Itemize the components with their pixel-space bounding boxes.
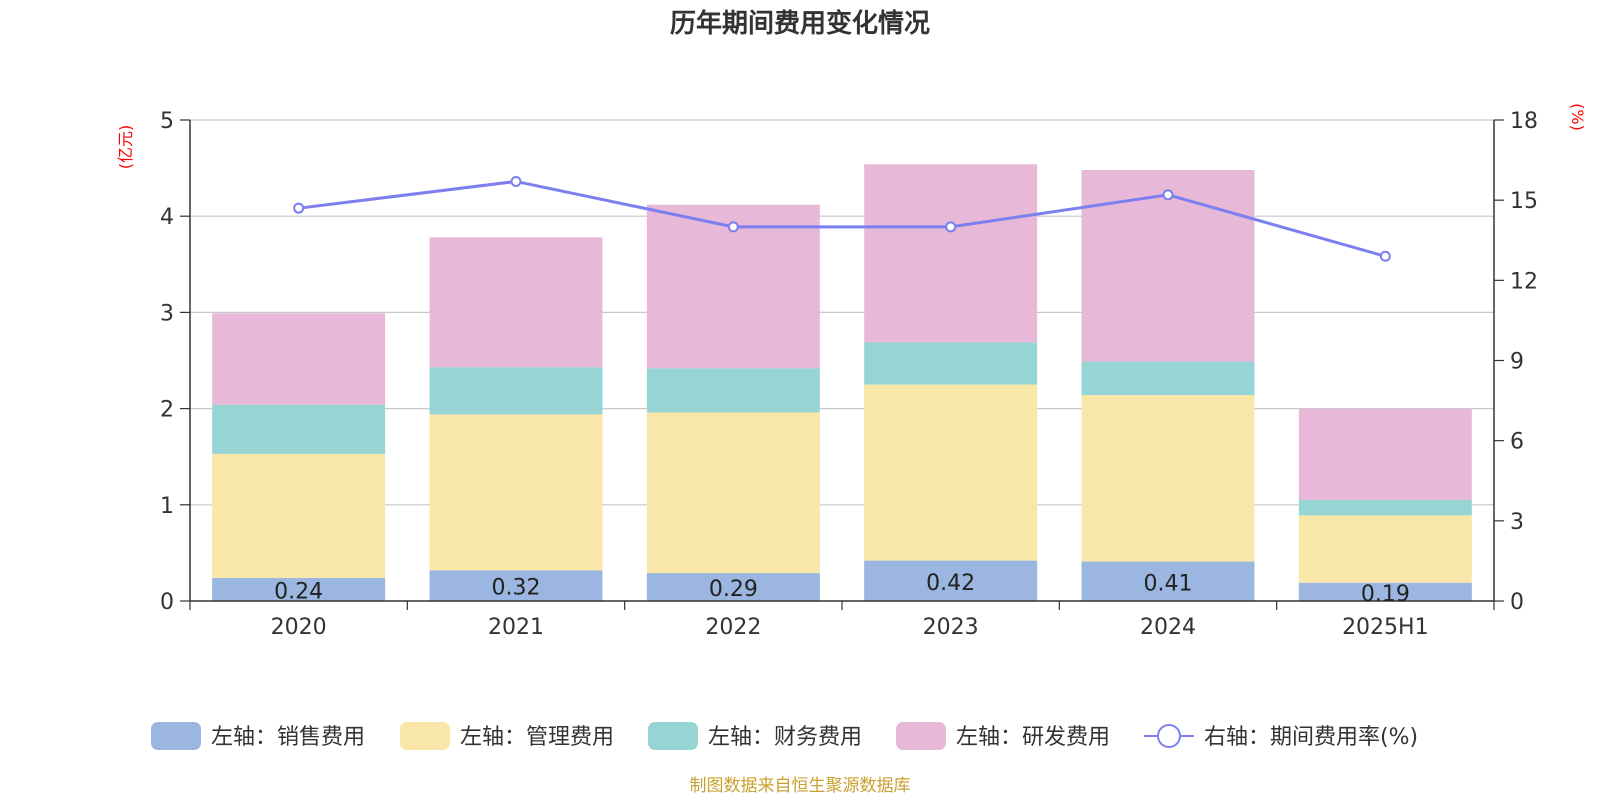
line-point <box>945 221 957 233</box>
bar-segment <box>1298 499 1472 516</box>
bar-series <box>212 164 1472 601</box>
x-tick-label: 2025H1 <box>1342 615 1429 640</box>
legend-label: 左轴：销售费用 <box>211 725 365 750</box>
right-tick-label: 15 <box>1510 189 1538 214</box>
left-tick-label: 1 <box>160 494 174 519</box>
x-tick-label: 2021 <box>488 615 544 640</box>
x-tick-label: 2022 <box>705 615 761 640</box>
bar-data-label: 0.19 <box>1361 582 1410 607</box>
line-series <box>293 175 1391 262</box>
rate-line <box>298 179 1386 258</box>
right-tick-label: 12 <box>1510 269 1538 294</box>
bar-segment <box>1081 561 1255 601</box>
legend-swatch <box>400 722 450 750</box>
bar-segment <box>1081 361 1255 396</box>
right-tick-label: 3 <box>1510 510 1524 535</box>
bar-segment <box>1298 515 1472 583</box>
legend-marker <box>1157 724 1181 748</box>
legend-label: 左轴：研发费用 <box>956 725 1110 750</box>
source-note: 制图数据来自恒生聚源数据库 <box>690 776 911 796</box>
line-point <box>510 175 522 187</box>
x-tick-label: 2024 <box>1140 615 1196 640</box>
chart-title: 历年期间费用变化情况 <box>670 8 930 39</box>
bar-segment <box>429 570 603 601</box>
bar-segment <box>1298 408 1472 500</box>
legend-swatch <box>896 722 946 750</box>
legend-label: 左轴：财务费用 <box>708 725 862 750</box>
bar-segment <box>646 412 820 574</box>
data-labels: 0.24 0.32 0.29 0.42 0.41 0.19 <box>274 571 1410 607</box>
legend: 左轴：销售费用 左轴：管理费用 左轴：财务费用 左轴：研发费用 右轴：期间费用率(%) <box>151 722 1418 750</box>
line-point <box>1379 250 1391 262</box>
bar-segment <box>864 342 1038 385</box>
right-axis-unit: (%) <box>1568 103 1587 131</box>
legend-swatch <box>648 722 698 750</box>
gridlines <box>190 119 1494 506</box>
legend-label: 右轴：期间费用率(%) <box>1204 725 1418 750</box>
x-tick-label: 2020 <box>271 615 327 640</box>
left-tick-label: 0 <box>160 590 174 615</box>
bar-data-label: 0.24 <box>274 579 323 604</box>
bar-data-label: 0.29 <box>709 577 758 602</box>
bar-segment <box>1298 582 1472 601</box>
bar-segment <box>646 573 820 601</box>
line-point <box>727 221 739 233</box>
bar-segment <box>212 404 386 454</box>
left-tick-label: 5 <box>160 109 174 134</box>
right-tick-label: 6 <box>1510 430 1524 455</box>
bar-segment <box>212 577 386 601</box>
right-tick-label: 18 <box>1510 109 1538 134</box>
bar-data-label: 0.42 <box>926 571 975 596</box>
left-tick-label: 4 <box>160 205 174 230</box>
right-tick-label: 9 <box>1510 350 1524 375</box>
bar-segment <box>1081 395 1255 562</box>
line-point <box>1162 189 1174 201</box>
bar-segment <box>212 453 386 578</box>
bar-segment <box>864 384 1038 561</box>
bar-data-label: 0.41 <box>1144 571 1193 596</box>
left-tick-label: 3 <box>160 301 174 326</box>
legend-swatch <box>151 722 201 750</box>
bar-data-label: 0.32 <box>492 576 541 601</box>
line-point <box>293 202 305 214</box>
x-tick-label: 2023 <box>923 615 979 640</box>
left-tick-label: 2 <box>160 398 174 423</box>
right-tick-label: 0 <box>1510 590 1524 615</box>
bar-segment <box>646 368 820 413</box>
bar-segment <box>429 367 603 415</box>
legend-label: 左轴：管理费用 <box>460 725 614 750</box>
bar-segment <box>864 164 1038 343</box>
bar-segment <box>429 237 603 368</box>
bar-segment <box>212 313 386 405</box>
left-axis-unit: (亿元) <box>116 125 135 170</box>
bar-segment <box>429 414 603 571</box>
bar-segment <box>864 560 1038 601</box>
